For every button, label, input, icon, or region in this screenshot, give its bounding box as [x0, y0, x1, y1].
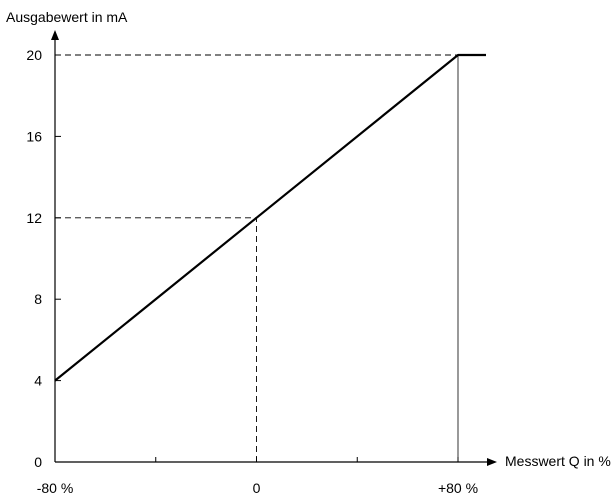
y-axis-arrow — [51, 30, 59, 40]
y-axis-title: Ausgabewert in mA — [6, 9, 128, 25]
x-axis-title: Messwert Q in % — [505, 453, 611, 469]
y-tick-label-16: 16 — [26, 128, 42, 144]
x-tick-label-0: 0 — [253, 480, 261, 496]
x-axis-arrow — [487, 458, 497, 466]
x-tick-label--80: -80 % — [37, 480, 74, 496]
series-line-0 — [54, 53, 486, 382]
y-tick-label-20: 20 — [26, 47, 42, 63]
y-tick-label-8: 8 — [34, 291, 42, 307]
y-tick-label-0: 0 — [34, 454, 42, 470]
y-tick-label-12: 12 — [26, 210, 42, 226]
y-tick-label-4: 4 — [34, 373, 42, 389]
x-tick-label-80: +80 % — [438, 480, 478, 496]
